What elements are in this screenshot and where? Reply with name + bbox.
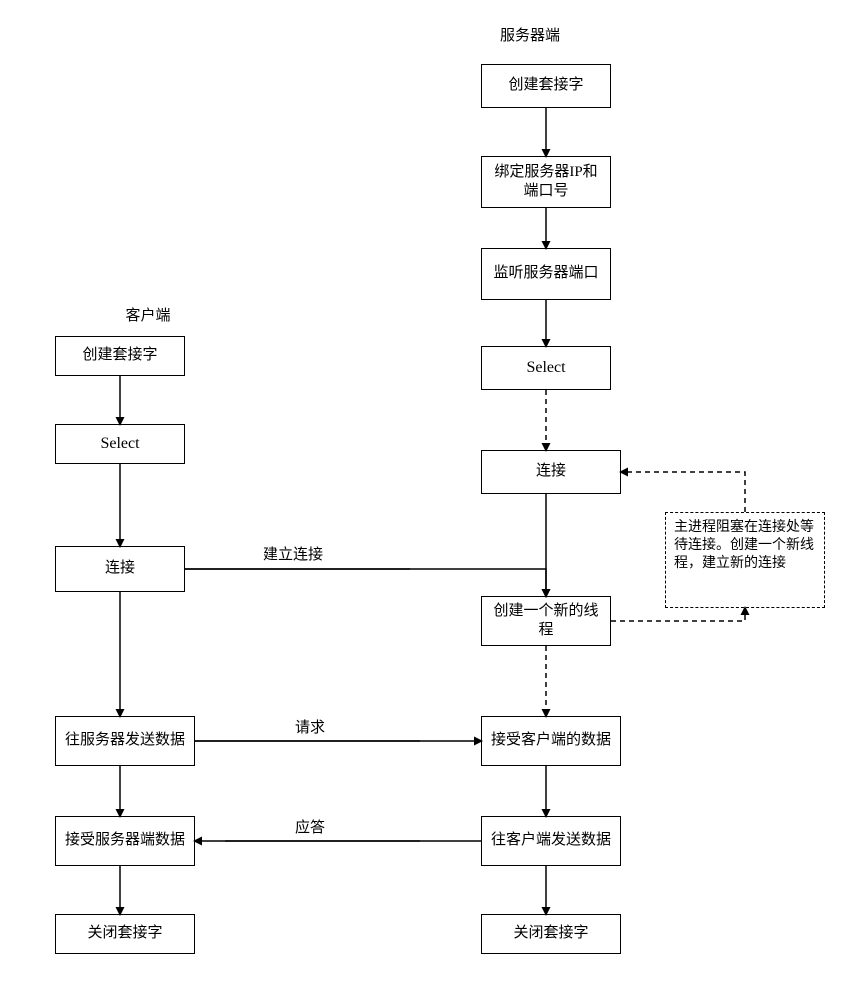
edge-thread-to-note [611, 608, 745, 621]
client-create-socket: 创建套接字 [55, 336, 185, 376]
server-receive: 接受客户端的数据 [481, 716, 621, 766]
server-select: Select [481, 346, 611, 390]
server-bind: 绑定服务器IP和端口号 [481, 156, 611, 208]
server-new-thread: 创建一个新的线程 [481, 596, 611, 646]
server-create-socket: 创建套接字 [481, 64, 611, 108]
server-accept: 连接 [481, 450, 621, 494]
server-listen: 监听服务器端口 [481, 248, 611, 300]
edge-note-to-accept [621, 472, 745, 512]
server-close: 关闭套接字 [481, 914, 621, 954]
client-receive: 接受服务器端数据 [55, 816, 195, 866]
client-connect: 连接 [55, 546, 185, 592]
server-send: 往客户端发送数据 [481, 816, 621, 866]
server-title: 服务器端 [480, 24, 580, 45]
edge-label-request: 请求 [280, 716, 340, 737]
edge-label-response: 应答 [280, 816, 340, 837]
client-close: 关闭套接字 [55, 914, 195, 954]
edge-establish [185, 569, 546, 596]
edge-label-establish: 建立连接 [248, 543, 338, 564]
annotation-note: 主进程阻塞在连接处等待连接。创建一个新线程，建立新的连接 [665, 512, 825, 608]
client-select: Select [55, 424, 185, 464]
client-title: 客户端 [108, 304, 188, 325]
client-send: 往服务器发送数据 [55, 716, 195, 766]
